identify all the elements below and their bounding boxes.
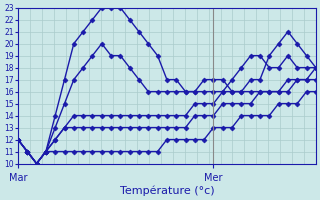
- X-axis label: Température (°c): Température (°c): [120, 185, 214, 196]
